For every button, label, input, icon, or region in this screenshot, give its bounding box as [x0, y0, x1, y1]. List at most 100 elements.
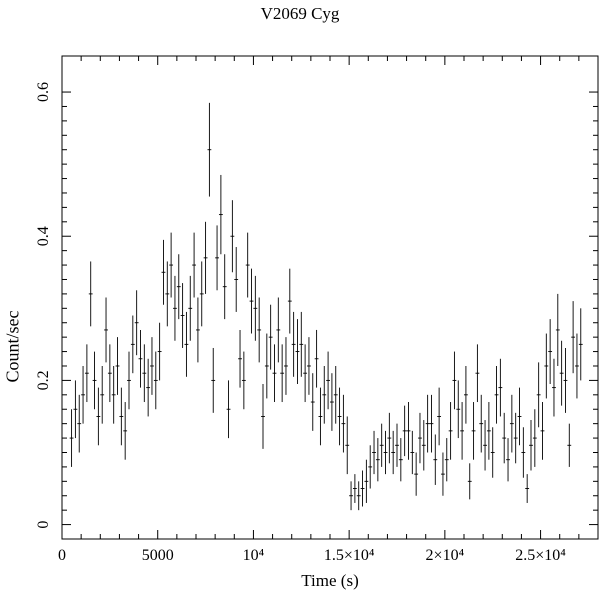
data-point	[314, 329, 319, 388]
data-point	[448, 402, 453, 460]
data-point	[502, 412, 507, 464]
data-point	[226, 380, 231, 439]
data-point	[578, 308, 583, 381]
data-point	[506, 438, 510, 482]
data-point	[119, 387, 124, 446]
data-point	[238, 329, 242, 388]
data-point	[222, 254, 227, 320]
axis-ticks	[61, 56, 599, 539]
data-point	[418, 412, 422, 464]
data-point	[330, 373, 334, 431]
data-point	[180, 283, 185, 348]
data-point	[73, 380, 78, 439]
data-point	[291, 311, 296, 377]
data-point	[475, 344, 480, 403]
data-points	[69, 102, 583, 511]
data-point	[199, 261, 204, 327]
data-point	[326, 351, 330, 410]
data-point	[521, 427, 526, 478]
data-point	[395, 423, 399, 467]
data-point	[398, 438, 403, 482]
data-point	[391, 430, 396, 475]
data-point	[211, 347, 216, 413]
data-point	[253, 275, 258, 341]
plot-frame	[61, 55, 599, 540]
data-point	[452, 351, 457, 410]
data-point	[406, 402, 411, 460]
data-point	[552, 358, 556, 417]
data-point	[471, 402, 476, 460]
data-point	[414, 452, 419, 496]
data-point	[513, 412, 518, 464]
data-point	[540, 402, 545, 460]
data-point	[203, 221, 208, 294]
data-point	[138, 329, 143, 388]
data-point	[264, 333, 269, 399]
data-point	[173, 275, 177, 341]
data-point	[176, 254, 181, 320]
data-point	[111, 365, 116, 424]
data-point	[257, 297, 262, 363]
data-point	[444, 438, 449, 482]
data-point	[544, 333, 549, 399]
x-tick-label: 0	[58, 547, 66, 564]
data-point	[234, 247, 239, 312]
data-point	[494, 365, 499, 424]
data-point	[498, 358, 503, 417]
data-point	[123, 402, 128, 460]
data-point	[529, 420, 533, 471]
data-point	[483, 420, 487, 471]
data-point	[184, 311, 189, 377]
data-point	[383, 430, 388, 475]
data-point	[356, 481, 361, 511]
data-point	[287, 268, 292, 334]
data-point	[96, 387, 101, 446]
data-point	[161, 239, 166, 305]
data-point	[559, 340, 564, 406]
data-point	[532, 409, 537, 467]
data-point	[318, 387, 323, 446]
data-point	[310, 373, 315, 431]
data-point	[337, 387, 342, 446]
data-point	[241, 351, 246, 410]
y-tick-label: 0	[35, 521, 52, 529]
data-point	[352, 474, 357, 503]
data-point	[349, 481, 353, 511]
data-point	[115, 337, 120, 395]
x-axis-label: Time (s)	[301, 571, 359, 590]
data-point	[69, 409, 74, 467]
data-point	[230, 200, 235, 273]
data-point	[437, 387, 442, 446]
data-point	[276, 297, 281, 363]
data-point	[467, 463, 472, 500]
data-point	[517, 387, 522, 446]
data-point	[345, 416, 350, 475]
data-point	[169, 232, 174, 298]
data-point	[92, 351, 97, 410]
data-point	[479, 394, 484, 453]
data-point	[188, 275, 193, 341]
data-point	[272, 344, 277, 403]
data-point	[81, 365, 85, 424]
data-point	[104, 297, 108, 363]
data-point	[295, 319, 300, 385]
data-point	[509, 394, 514, 453]
data-point	[157, 322, 162, 381]
data-point	[571, 301, 576, 374]
data-point	[245, 232, 250, 298]
data-point	[341, 394, 346, 453]
data-point	[261, 384, 265, 449]
data-point	[567, 423, 572, 467]
data-point	[322, 365, 327, 424]
data-point	[249, 268, 254, 334]
data-point	[490, 427, 495, 478]
data-point	[460, 402, 464, 460]
data-point	[368, 445, 373, 489]
data-point	[77, 394, 82, 453]
data-point	[307, 337, 311, 395]
data-point	[218, 174, 223, 255]
data-point	[142, 344, 147, 403]
data-point	[130, 315, 135, 374]
data-point	[379, 423, 384, 467]
